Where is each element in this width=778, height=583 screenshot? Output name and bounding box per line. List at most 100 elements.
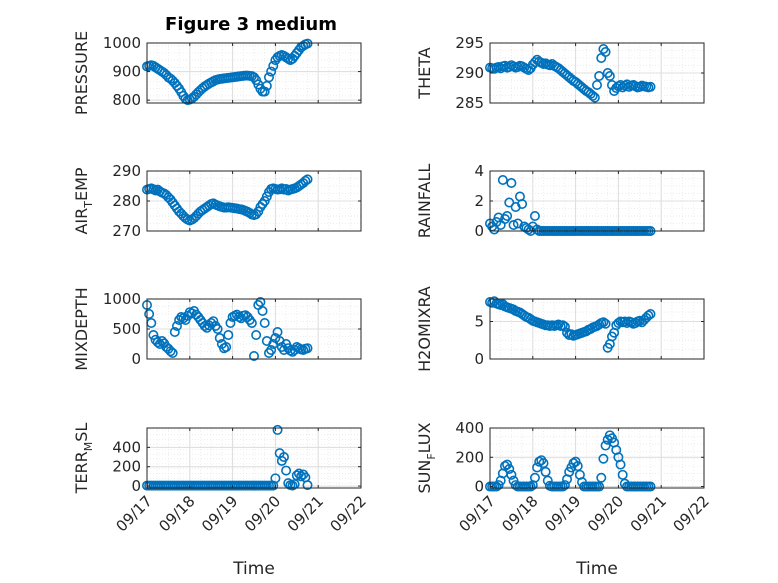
data-point [266, 66, 277, 77]
data-point [268, 60, 279, 71]
data-point [596, 472, 607, 483]
data-point [536, 455, 547, 466]
data-point [272, 326, 283, 337]
data-point [525, 481, 536, 492]
data-point [553, 319, 564, 330]
y-tick-label: 2 [474, 192, 484, 210]
data-point [302, 480, 313, 491]
data-point [559, 480, 570, 491]
data-point [559, 321, 570, 332]
data-point [557, 320, 568, 331]
y-tick-label: 400 [455, 419, 484, 437]
data-point [287, 480, 298, 491]
y-tick-label: 280 [112, 192, 141, 210]
data-point [144, 308, 155, 319]
data-point [212, 323, 223, 334]
x-tick-label: 09/21 [284, 492, 327, 535]
data-point [259, 86, 270, 97]
data-point [221, 341, 232, 352]
data-point [534, 456, 545, 467]
x-tick-label: 09/21 [627, 492, 670, 535]
subplot-8: 0 200 400 SUNFLUX 09/17 09/18 09/19 09/20 09/21 0… [415, 419, 713, 579]
data-point [251, 209, 262, 220]
data-point [302, 38, 313, 49]
y-tick-label: 0 [131, 350, 141, 368]
axes-box [489, 298, 705, 360]
data-point [598, 317, 609, 328]
subplot-grid: 800 900 1000 PRESSURE 285 290 295 THETA 270 280 29… [72, 31, 713, 579]
data-point [255, 296, 266, 307]
y-axis-label: RAINFALL [415, 164, 434, 239]
data-point [506, 178, 517, 189]
data-point [506, 469, 517, 480]
y-tick-label: 200 [455, 448, 484, 466]
data-point [645, 81, 656, 92]
data-point [148, 329, 159, 340]
y-axis-label: H2OMIXRA [415, 286, 434, 372]
subplot-5: 0 500 1000 MIXDEPTH [72, 287, 362, 371]
subplot-3: 270 280 290 AIRTEMP [72, 162, 362, 240]
data-point [517, 199, 528, 210]
data-point [572, 461, 583, 472]
subplot-4: 0 2 4 RAINFALL [415, 162, 705, 240]
data-point [600, 318, 611, 329]
data-point [167, 347, 178, 358]
y-tick-label: 200 [112, 458, 141, 476]
data-point [617, 469, 628, 480]
subplot-6: 0 5 H2OMIXRA [415, 286, 705, 372]
y-tick-label: 1000 [103, 290, 141, 308]
data-point [529, 472, 540, 483]
y-axis-label: THETA [415, 47, 434, 99]
y-tick-label: 400 [112, 438, 141, 456]
axes-box [146, 42, 362, 104]
data-point [587, 90, 598, 101]
data-point [169, 326, 180, 337]
data-point [298, 469, 309, 480]
subplot-1: 800 900 1000 PRESSURE [72, 31, 362, 115]
data-point [302, 174, 313, 185]
data-point [249, 350, 260, 361]
data-points [142, 296, 313, 361]
y-axis-label: MIXDEPTH [72, 287, 91, 370]
data-point [591, 80, 602, 91]
data-point [165, 346, 176, 357]
x-tick-label: 09/20 [584, 492, 627, 535]
data-points [484, 430, 656, 492]
y-axis-label: SUNFLUX [415, 422, 438, 493]
grid [146, 170, 362, 232]
y-tick-label: 0 [474, 478, 484, 496]
y-tick-label: 5 [474, 313, 484, 331]
x-tick-label: 09/22 [327, 492, 370, 535]
y-tick-label: 290 [112, 162, 141, 180]
data-point [296, 471, 307, 482]
x-tick-label: 09/20 [241, 492, 284, 535]
x-tick-label: 09/19 [541, 492, 584, 535]
x-tick-label: 09/18 [155, 492, 198, 535]
data-point [508, 220, 519, 231]
y-tick-label: 1000 [103, 34, 141, 52]
y-tick-label: 800 [112, 91, 141, 109]
y-tick-label: 900 [112, 63, 141, 81]
data-point [246, 317, 257, 328]
y-tick-label: 295 [455, 34, 484, 52]
data-point [251, 329, 262, 340]
x-tick-label: 09/17 [113, 492, 156, 535]
data-point [249, 72, 260, 83]
data-point [223, 329, 234, 340]
data-points [142, 424, 313, 491]
data-point [604, 71, 615, 82]
data-point [600, 46, 611, 57]
data-point [540, 466, 551, 477]
data-point [300, 175, 311, 186]
subplot-2: 285 290 295 THETA [415, 34, 705, 112]
y-tick-label: 285 [455, 94, 484, 112]
x-tick-label: 09/17 [456, 492, 499, 535]
figure-title: Figure 3 medium [165, 14, 337, 35]
y-tick-label: 270 [112, 222, 141, 240]
x-axis-label: Time [232, 559, 275, 579]
data-point [272, 424, 283, 435]
data-point [171, 320, 182, 331]
data-point [594, 71, 605, 82]
